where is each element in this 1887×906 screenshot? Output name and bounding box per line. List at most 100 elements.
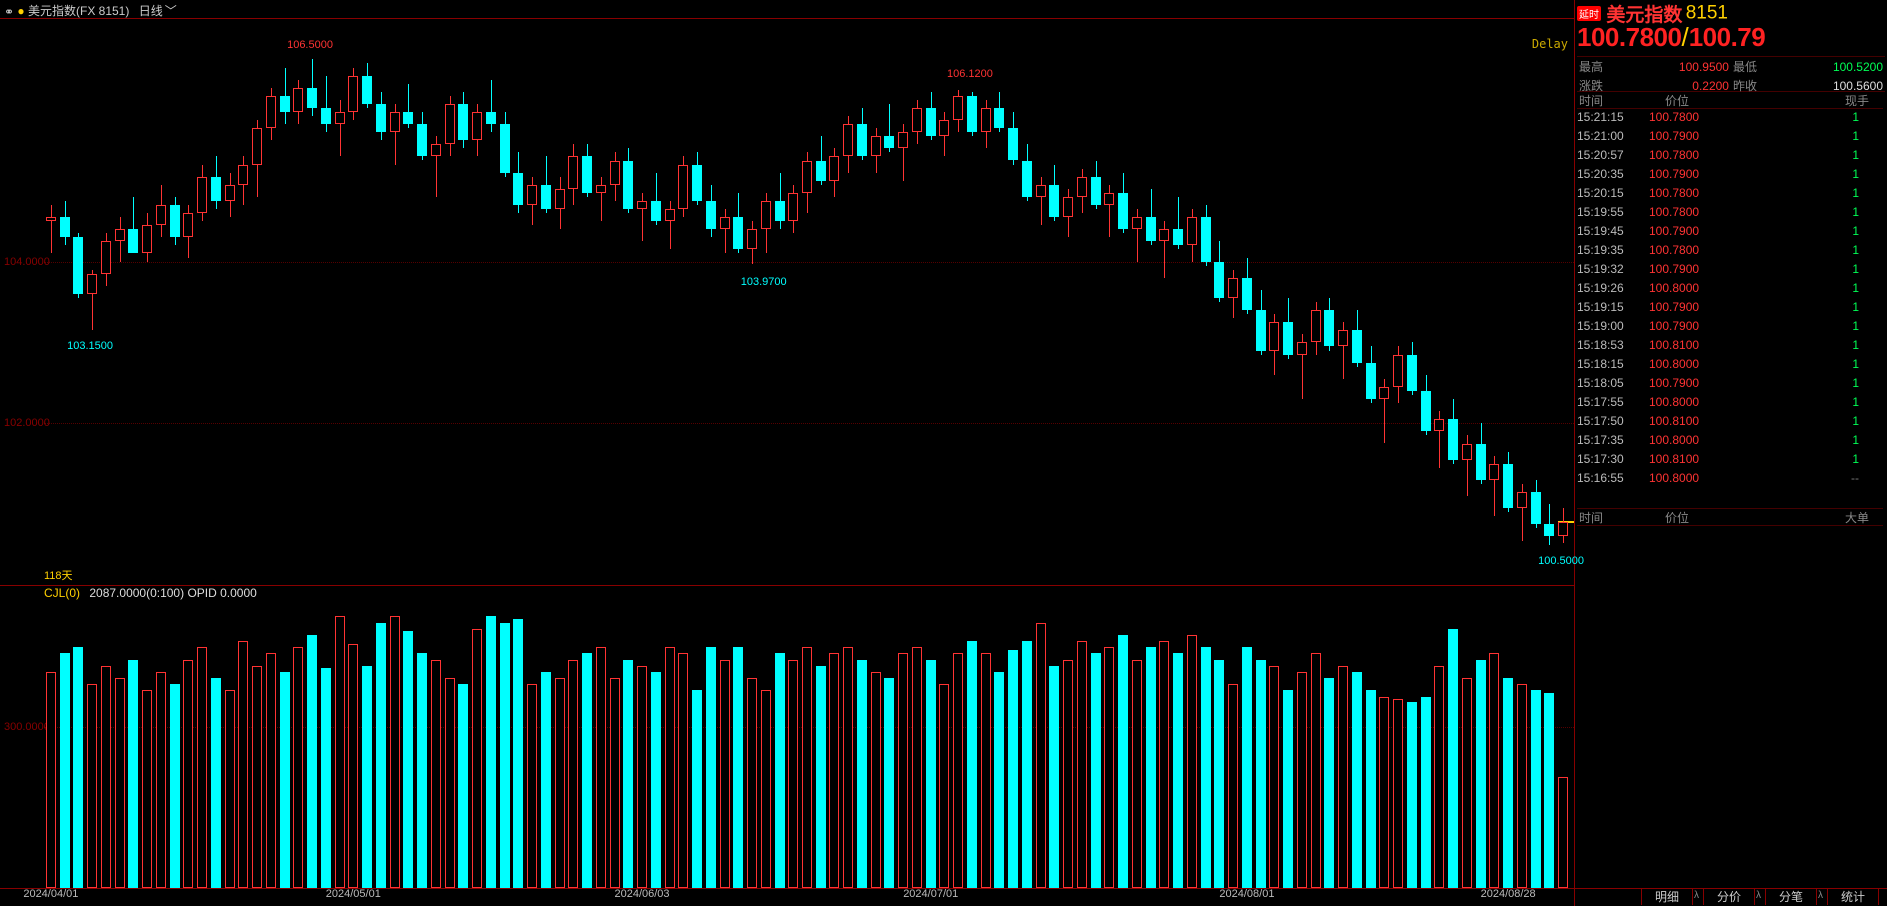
- tick-row[interactable]: 15:19:35100.78001: [1577, 241, 1885, 260]
- volume-bar[interactable]: [1063, 660, 1073, 888]
- volume-bar[interactable]: [1544, 693, 1554, 888]
- volume-bar[interactable]: [211, 678, 221, 888]
- volume-bar[interactable]: [458, 684, 468, 888]
- volume-bar[interactable]: [610, 678, 620, 888]
- tick-row[interactable]: 15:19:15100.79001: [1577, 298, 1885, 317]
- tick-row[interactable]: 15:17:50100.81001: [1577, 412, 1885, 431]
- volume-bar[interactable]: [788, 660, 798, 888]
- volume-bar[interactable]: [1159, 641, 1169, 888]
- volume-bar[interactable]: [1077, 641, 1087, 888]
- volume-bar[interactable]: [60, 653, 70, 888]
- tick-row[interactable]: 15:19:26100.80001: [1577, 279, 1885, 298]
- volume-bar[interactable]: [568, 660, 578, 888]
- volume-bar[interactable]: [884, 678, 894, 888]
- volume-bar[interactable]: [1269, 666, 1279, 888]
- volume-bar[interactable]: [362, 666, 372, 888]
- volume-bar[interactable]: [939, 684, 949, 888]
- tick-row[interactable]: 15:17:55100.80001: [1577, 393, 1885, 412]
- volume-bar[interactable]: [1558, 777, 1568, 888]
- timeframe-label[interactable]: 日线: [139, 4, 163, 18]
- volume-bar[interactable]: [967, 641, 977, 888]
- volume-bar[interactable]: [101, 666, 111, 888]
- tick-row[interactable]: 15:20:35100.79001: [1577, 165, 1885, 184]
- volume-bar[interactable]: [183, 660, 193, 888]
- volume-bar[interactable]: [926, 660, 936, 888]
- volume-bar[interactable]: [1297, 672, 1307, 888]
- volume-bar[interactable]: [431, 660, 441, 888]
- volume-bar[interactable]: [1283, 690, 1293, 888]
- volume-bar[interactable]: [1049, 666, 1059, 888]
- volume-bar[interactable]: [843, 647, 853, 888]
- volume-bar[interactable]: [1008, 650, 1018, 888]
- volume-bar[interactable]: [513, 619, 523, 888]
- volume-bar[interactable]: [1324, 678, 1334, 888]
- volume-bar[interactable]: [472, 629, 482, 888]
- volume-bar[interactable]: [1214, 660, 1224, 888]
- volume-bar[interactable]: [747, 678, 757, 888]
- volume-bar[interactable]: [348, 644, 358, 888]
- volume-bar[interactable]: [1173, 653, 1183, 888]
- volume-bar[interactable]: [321, 668, 331, 888]
- volume-bar[interactable]: [115, 678, 125, 888]
- volume-bar[interactable]: [1132, 660, 1142, 888]
- volume-bar[interactable]: [775, 653, 785, 888]
- volume-bar[interactable]: [1187, 635, 1197, 888]
- volume-bar[interactable]: [1462, 678, 1472, 888]
- tick-row[interactable]: 15:19:00100.79001: [1577, 317, 1885, 336]
- volume-bar[interactable]: [1146, 647, 1156, 888]
- volume-bar[interactable]: [335, 616, 345, 888]
- volume-bar[interactable]: [1201, 647, 1211, 888]
- chevron-down-icon[interactable]: ﹀: [165, 4, 177, 18]
- volume-bar[interactable]: [486, 616, 496, 888]
- tick-row[interactable]: 15:17:30100.81001: [1577, 450, 1885, 469]
- volume-bar[interactable]: [46, 672, 56, 888]
- tick-row[interactable]: ›15:21:15100.78001: [1577, 108, 1885, 127]
- volume-bar[interactable]: [994, 672, 1004, 888]
- panel-tab[interactable]: 分笔: [1765, 888, 1817, 905]
- volume-bar[interactable]: [1379, 697, 1389, 888]
- volume-bar[interactable]: [1228, 684, 1238, 888]
- volume-bar[interactable]: [541, 672, 551, 888]
- volume-bar[interactable]: [128, 660, 138, 888]
- tick-row[interactable]: 15:19:45100.79001: [1577, 222, 1885, 241]
- tick-row[interactable]: 15:19:32100.79001: [1577, 260, 1885, 279]
- volume-bar[interactable]: [1407, 702, 1417, 888]
- volume-bar[interactable]: [582, 653, 592, 888]
- volume-bar[interactable]: [720, 660, 730, 888]
- volume-bar[interactable]: [1022, 641, 1032, 888]
- volume-bar[interactable]: [1517, 684, 1527, 888]
- volume-bar[interactable]: [417, 653, 427, 888]
- volume-bar[interactable]: [1242, 647, 1252, 888]
- tick-row[interactable]: 15:20:57100.78001: [1577, 146, 1885, 165]
- volume-bar[interactable]: [1434, 666, 1444, 888]
- volume-bar[interactable]: [527, 684, 537, 888]
- volume-bar[interactable]: [555, 678, 565, 888]
- chart-area[interactable]: ⚭ ● 美元指数(FX 8151) 日线﹀ Delay 118天 102.000…: [0, 0, 1575, 906]
- volume-bar[interactable]: [761, 690, 771, 888]
- volume-bar[interactable]: [692, 690, 702, 888]
- volume-bar[interactable]: [142, 690, 152, 888]
- panel-tab[interactable]: 分价: [1703, 888, 1755, 905]
- tick-row[interactable]: 15:16:55100.8000--: [1577, 469, 1885, 488]
- volume-bar[interactable]: [266, 653, 276, 888]
- panel-tab[interactable]: 明细: [1641, 888, 1693, 905]
- volume-bar[interactable]: [898, 653, 908, 888]
- volume-bar[interactable]: [197, 647, 207, 888]
- panel-tab[interactable]: 统计: [1827, 888, 1879, 905]
- main-candlestick-chart[interactable]: Delay 118天 102.0000104.0000106.5000103.1…: [0, 18, 1574, 586]
- volume-bar[interactable]: [665, 647, 675, 888]
- volume-bar[interactable]: [390, 616, 400, 888]
- tick-row[interactable]: 15:20:15100.78001: [1577, 184, 1885, 203]
- tick-row[interactable]: 15:18:53100.81001: [1577, 336, 1885, 355]
- volume-bar[interactable]: [1489, 653, 1499, 888]
- volume-bar[interactable]: [156, 672, 166, 888]
- volume-bar[interactable]: [706, 647, 716, 888]
- volume-bar[interactable]: [376, 623, 386, 888]
- volume-bar[interactable]: [1036, 623, 1046, 888]
- volume-bar[interactable]: [1352, 672, 1362, 888]
- volume-bar[interactable]: [733, 647, 743, 888]
- volume-bar[interactable]: [912, 647, 922, 888]
- volume-bar[interactable]: [500, 623, 510, 888]
- volume-bar[interactable]: [280, 672, 290, 888]
- volume-bar[interactable]: [445, 678, 455, 888]
